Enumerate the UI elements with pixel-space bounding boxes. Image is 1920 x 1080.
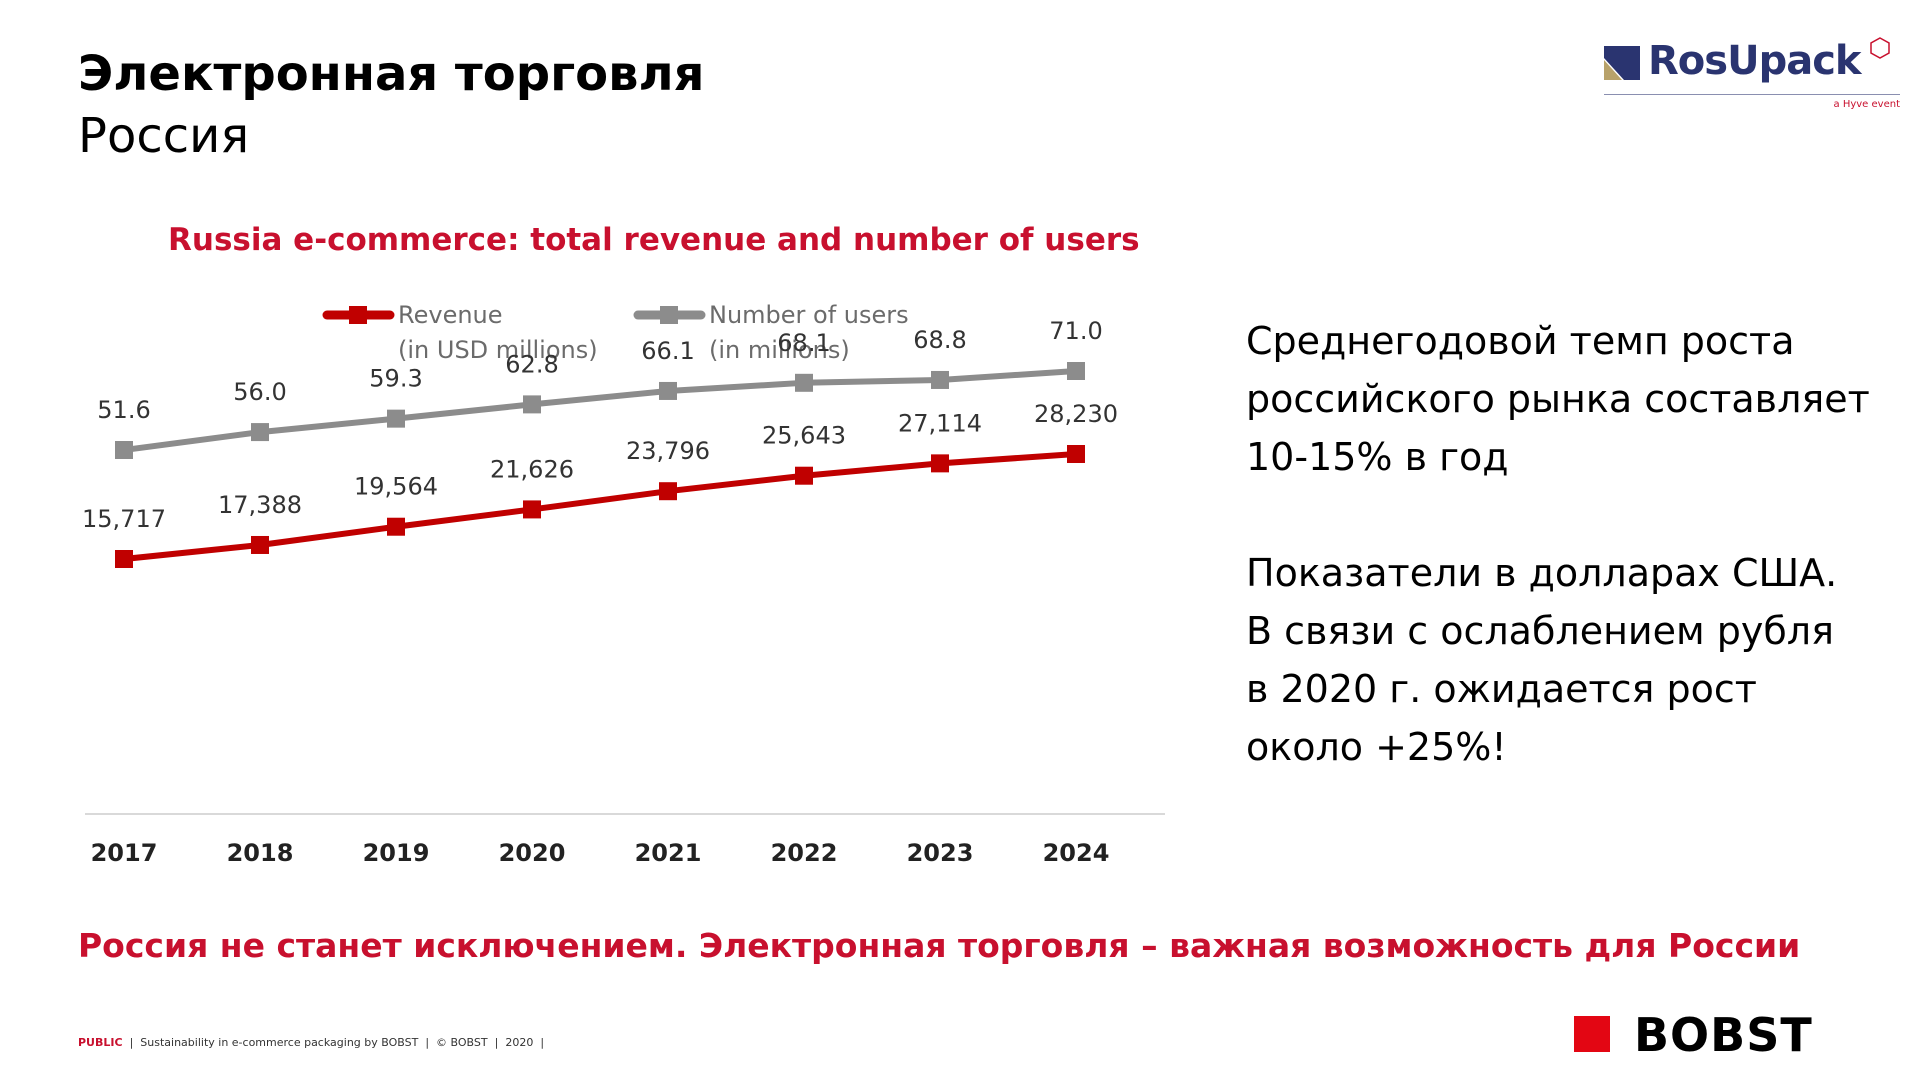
text-line: Показатели в долларах США. (1246, 551, 1838, 595)
revenue-data-label: 25,643 (762, 422, 846, 450)
x-tick-label: 2021 (635, 839, 702, 867)
legend-label-revenue-unit: (in USD millions) (398, 336, 598, 364)
legend-label-revenue: Revenue (398, 301, 503, 329)
footer-item: 2020 (505, 1036, 534, 1049)
footer-separator: | (494, 1036, 499, 1049)
revenue-point (251, 535, 269, 554)
users-data-label: 59.3 (369, 365, 422, 393)
rosupack-logo-name: RosUpack (1648, 38, 1862, 84)
footer-classification: PUBLIC (78, 1036, 123, 1049)
revenue-data-label: 28,230 (1034, 400, 1118, 428)
users-data-label: 51.6 (97, 396, 150, 424)
revenue-point (115, 550, 133, 568)
users-point (251, 423, 269, 442)
revenue-data-label: 15,717 (82, 505, 166, 533)
callout-text: Россия не станет исключением. Электронна… (78, 926, 1801, 965)
footer: PUBLIC | Sustainability in e-commerce pack… (78, 1036, 551, 1049)
footer-separator: | (129, 1036, 134, 1049)
users-point (795, 373, 813, 392)
revenue-data-label: 27,114 (898, 409, 982, 437)
hexagon-icon (1870, 37, 1890, 59)
revenue-series: 15,717 17,388 19,564 21,626 23,796 25,643 27,1… (82, 400, 1118, 568)
rosupack-logo-rule (1604, 94, 1900, 95)
revenue-users-line-chart: Russia e-commerce: total revenue and num… (82, 222, 1165, 867)
x-tick-label: 2022 (771, 839, 838, 867)
footer-item: © BOBST (436, 1036, 488, 1049)
x-tick-label: 2020 (499, 839, 566, 867)
text-line: Среднегодовой темп роста (1246, 319, 1795, 363)
users-data-label: 66.1 (641, 337, 694, 365)
legend-label-users-unit: (in millions) (709, 336, 850, 364)
users-series: 51.6 56.0 59.3 62.8 66.1 68.1 68.8 71.0 (97, 317, 1103, 459)
x-tick-label: 2017 (91, 839, 158, 867)
chart-legend: Revenue (in USD millions) Number of user… (322, 301, 909, 364)
users-data-label: 68.8 (913, 326, 966, 354)
text-line: В связи с ослаблением рубля (1246, 609, 1834, 653)
x-axis-ticks: 2017 2018 2019 2020 2021 2022 2023 2024 (91, 839, 1110, 867)
footer-separator: | (540, 1036, 545, 1049)
legend-marker-revenue (349, 306, 367, 324)
rosupack-logo-tagline: a Hyve event (1833, 99, 1900, 110)
rosupack-mark-icon (1604, 46, 1640, 80)
page-subtitle: Россия (78, 108, 250, 164)
revenue-point (795, 466, 813, 485)
users-point (523, 395, 541, 414)
text-line: 10-15% в год (1246, 435, 1509, 479)
revenue-point (1067, 445, 1085, 463)
text-line: российского рынка составляет (1246, 377, 1870, 421)
page-title: Электронная торговля (78, 46, 705, 102)
users-point (387, 409, 405, 428)
users-data-label: 68.1 (777, 329, 830, 357)
text-line: около +25%! (1246, 725, 1507, 769)
users-data-label: 56.0 (233, 378, 286, 406)
users-point (1067, 362, 1085, 380)
revenue-point (659, 482, 677, 501)
revenue-point (931, 454, 949, 473)
footer-item: Sustainability in e-commerce packaging b… (140, 1036, 419, 1049)
users-point (931, 370, 949, 389)
footer-separator: | (425, 1036, 430, 1049)
x-tick-label: 2019 (363, 839, 430, 867)
users-point (115, 441, 133, 459)
bobst-logo-name: BOBST (1634, 1008, 1813, 1062)
revenue-data-label: 23,796 (626, 437, 710, 465)
users-data-label: 62.8 (505, 350, 558, 378)
users-line (123, 368, 1077, 453)
legend-marker-users (660, 306, 678, 324)
revenue-point (387, 517, 405, 536)
users-point (659, 381, 677, 400)
chart-title: Russia e-commerce: total revenue and num… (168, 222, 1140, 258)
x-tick-label: 2023 (907, 839, 974, 867)
users-data-label: 71.0 (1049, 317, 1102, 345)
revenue-point (523, 500, 541, 519)
revenue-data-label: 17,388 (218, 491, 302, 519)
currency-note-text: Показатели в долларах США. В связи с осл… (1246, 544, 1886, 776)
legend-label-users: Number of users (709, 301, 909, 329)
revenue-data-label: 21,626 (490, 455, 574, 483)
text-line: в 2020 г. ожидается рост (1246, 667, 1757, 711)
revenue-line (123, 451, 1077, 562)
rosupack-logo: RosUpack a Hyve event (1604, 36, 1900, 116)
growth-rate-text: Среднегодовой темп роста российского рын… (1246, 312, 1886, 486)
bobst-square-icon (1574, 1016, 1610, 1052)
revenue-data-label: 19,564 (354, 473, 438, 501)
x-tick-label: 2024 (1043, 839, 1110, 867)
x-tick-label: 2018 (227, 839, 294, 867)
